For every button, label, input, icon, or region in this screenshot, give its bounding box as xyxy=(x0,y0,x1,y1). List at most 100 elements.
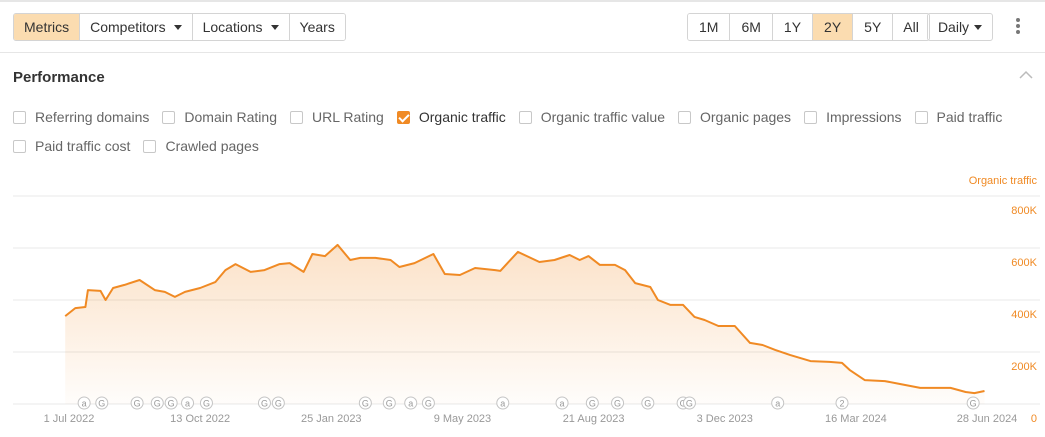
more-options-icon[interactable] xyxy=(1012,16,1024,38)
metric-checkbox-organic-pages[interactable]: Organic pages xyxy=(678,109,791,125)
annotation-marker-group[interactable]: 2 xyxy=(835,396,849,410)
metric-label: URL Rating xyxy=(312,109,384,125)
series-area-fill xyxy=(65,244,985,404)
metric-label: Domain Rating xyxy=(184,109,277,125)
annotation-marker-google-update[interactable]: G xyxy=(966,396,980,410)
tab-label: Competitors xyxy=(90,19,166,35)
checkbox-icon xyxy=(518,110,532,124)
svg-text:G: G xyxy=(261,399,268,409)
range-5y[interactable]: 5Y xyxy=(853,14,894,40)
svg-text:G: G xyxy=(686,399,693,409)
annotation-marker-google-update[interactable]: G xyxy=(95,396,109,410)
series-line-organic-traffic xyxy=(64,243,985,395)
x-tick-label: 28 Jun 2024 xyxy=(957,413,1018,425)
range-all[interactable]: All xyxy=(893,14,929,40)
x-tick-label: 9 May 2023 xyxy=(434,413,491,425)
metric-label: Organic pages xyxy=(700,109,792,125)
checkbox-icon xyxy=(143,139,157,153)
svg-text:G: G xyxy=(154,399,161,409)
range-6m[interactable]: 6M xyxy=(730,14,773,40)
annotation-marker-google-update[interactable]: G xyxy=(257,396,271,410)
annotation-marker-google-update[interactable]: G xyxy=(130,396,144,410)
annotation-marker-google-update[interactable]: G xyxy=(164,396,178,410)
svg-text:G: G xyxy=(275,399,282,409)
y-tick-label: 0 xyxy=(1031,413,1037,425)
annotation-marker-ahrefs-update[interactable]: a xyxy=(181,396,195,410)
annotation-marker-google-update[interactable]: G xyxy=(150,396,164,410)
y-axis-title: Organic traffic xyxy=(969,175,1038,187)
caret-down-icon xyxy=(270,25,279,30)
divider xyxy=(0,52,1045,53)
checkbox-icon xyxy=(396,110,410,124)
metric-checkboxes-row-1: Referring domains Domain Rating URL Rating… xyxy=(13,109,1015,125)
y-tick-label: 200K xyxy=(1011,361,1037,373)
tab-label: Years xyxy=(299,19,335,35)
annotation-marker-google-update[interactable]: G xyxy=(199,396,213,410)
metric-checkbox-organic-traffic-value[interactable]: Organic traffic value xyxy=(518,109,665,125)
annotation-marker-google-update[interactable]: G xyxy=(421,396,435,410)
checkbox-icon xyxy=(13,110,26,124)
svg-text:G: G xyxy=(203,399,210,409)
annotation-marker-google-update[interactable]: G xyxy=(585,396,599,410)
metric-label: Impressions xyxy=(826,109,902,125)
svg-text:G: G xyxy=(134,399,141,409)
interval-label: Daily xyxy=(937,19,970,35)
metric-label: Paid traffic cost xyxy=(35,138,131,154)
checkbox-icon xyxy=(13,139,26,153)
svg-text:a: a xyxy=(560,399,565,409)
svg-text:a: a xyxy=(408,399,413,409)
interval-dropdown[interactable]: Daily xyxy=(927,13,993,41)
metric-checkbox-paid-traffic-cost[interactable]: Paid traffic cost xyxy=(13,138,130,154)
chevron-up-icon[interactable] xyxy=(1019,70,1033,80)
svg-text:G: G xyxy=(386,399,393,409)
annotation-marker-google-update[interactable]: G xyxy=(641,396,655,410)
svg-text:G: G xyxy=(644,399,651,409)
metric-checkbox-domain-rating[interactable]: Domain Rating xyxy=(162,109,277,125)
metric-checkbox-paid-traffic[interactable]: Paid traffic xyxy=(914,109,1002,125)
annotation-marker-ahrefs-update[interactable]: a xyxy=(496,396,510,410)
annotation-marker-google-update[interactable]: G xyxy=(382,396,396,410)
metric-label: Referring domains xyxy=(35,109,150,125)
x-tick-label: 16 Mar 2024 xyxy=(825,413,887,425)
x-tick-label: 3 Dec 2023 xyxy=(697,413,753,425)
x-tick-label: 21 Aug 2023 xyxy=(563,413,625,425)
metric-checkbox-referring-domains[interactable]: Referring domains xyxy=(13,109,149,125)
annotation-marker-google-update[interactable]: G xyxy=(271,396,285,410)
annotation-marker-ahrefs-update[interactable]: a xyxy=(404,396,418,410)
metric-label: Organic traffic value xyxy=(540,109,665,125)
annotation-marker-google-update[interactable]: G xyxy=(611,396,625,410)
tab-locations[interactable]: Locations xyxy=(192,14,290,40)
checkbox-icon xyxy=(914,110,928,124)
annotation-marker-google-update[interactable]: G xyxy=(682,396,696,410)
tab-years[interactable]: Years xyxy=(289,14,345,40)
annotation-marker-ahrefs-update[interactable]: a xyxy=(77,396,91,410)
tab-competitors[interactable]: Competitors xyxy=(80,14,193,40)
svg-text:a: a xyxy=(775,399,780,409)
svg-text:G: G xyxy=(362,399,369,409)
top-border xyxy=(0,0,1045,2)
svg-text:G: G xyxy=(589,399,596,409)
annotation-marker-ahrefs-update[interactable]: a xyxy=(555,396,569,410)
metric-checkbox-crawled-pages[interactable]: Crawled pages xyxy=(143,138,259,154)
svg-text:G: G xyxy=(425,399,432,409)
metric-label: Crawled pages xyxy=(165,138,259,154)
metric-checkbox-impressions[interactable]: Impressions xyxy=(804,109,902,125)
view-tabs: Metrics Competitors Locations Years xyxy=(13,13,346,41)
range-1m[interactable]: 1M xyxy=(688,14,731,40)
metric-label: Organic traffic xyxy=(418,109,506,125)
annotation-marker-google-update[interactable]: G xyxy=(358,396,372,410)
y-tick-label: 800K xyxy=(1011,205,1037,217)
metric-checkboxes-row-2: Paid traffic cost Crawled pages xyxy=(13,138,272,154)
range-selector: 1M 6M 1Y 2Y 5Y All xyxy=(687,13,930,41)
x-tick-label: 25 Jan 2023 xyxy=(301,413,362,425)
tab-metrics[interactable]: Metrics xyxy=(14,14,81,40)
svg-text:G: G xyxy=(970,399,977,409)
caret-down-icon xyxy=(974,25,983,30)
range-1y[interactable]: 1Y xyxy=(772,14,814,40)
x-tick-label: 1 Jul 2022 xyxy=(44,413,95,425)
annotation-marker-ahrefs-update[interactable]: a xyxy=(771,396,785,410)
metric-checkbox-url-rating[interactable]: URL Rating xyxy=(290,109,384,125)
metric-checkbox-organic-traffic[interactable]: Organic traffic xyxy=(396,109,506,125)
range-2y[interactable]: 2Y xyxy=(813,14,854,40)
